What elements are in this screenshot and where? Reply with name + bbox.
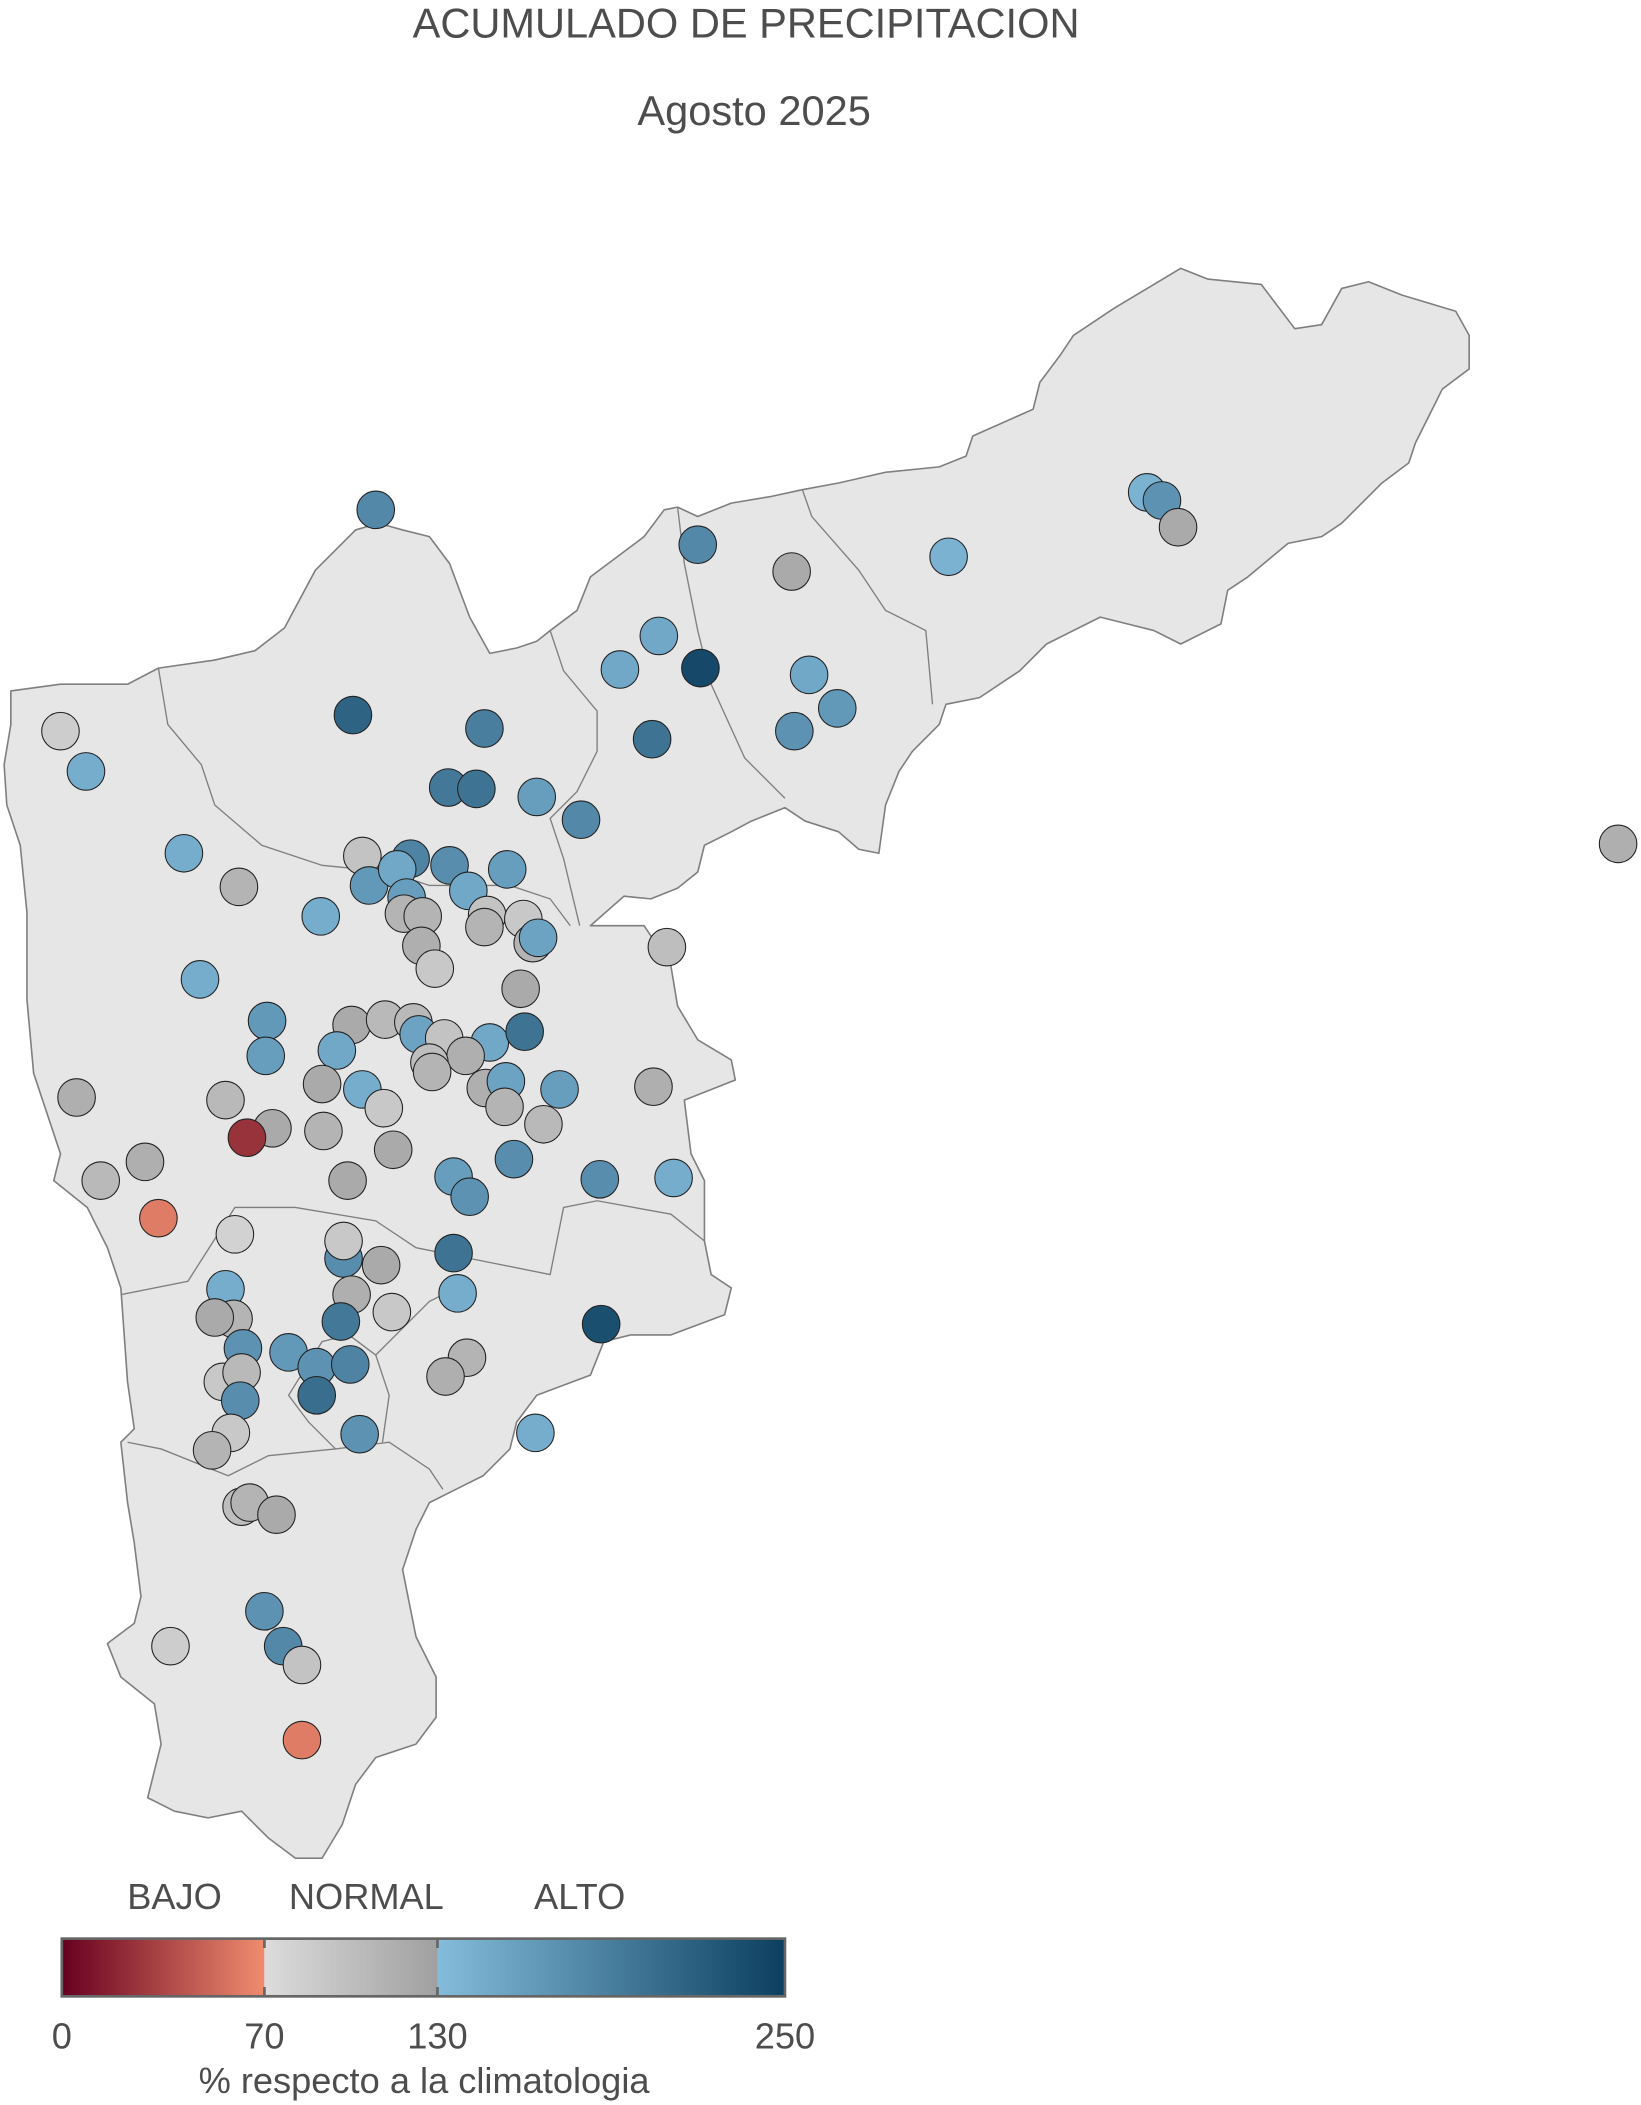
station-marker	[516, 1413, 555, 1453]
station-marker	[180, 960, 220, 999]
colorbar-frame	[60, 1937, 787, 1998]
station-marker	[304, 1111, 343, 1151]
station-marker	[324, 1221, 363, 1261]
colorbar-ticks	[263, 1938, 439, 1997]
station-marker	[817, 689, 857, 728]
station-marker	[681, 648, 720, 688]
station-marker	[524, 1104, 563, 1144]
station-marker	[125, 1142, 165, 1182]
station-marker	[1598, 824, 1638, 864]
station-marker	[245, 1591, 284, 1631]
station-marker	[301, 897, 341, 936]
station-marker	[66, 752, 106, 791]
station-marker	[450, 1177, 489, 1217]
station-marker	[457, 769, 496, 809]
station-marker	[581, 1304, 621, 1344]
map-subtitle: Agosto 2025	[637, 87, 871, 134]
station-marker	[164, 833, 204, 873]
station-marker	[282, 1720, 322, 1760]
station-marker	[139, 1198, 178, 1238]
station-markers	[41, 473, 1638, 1760]
station-marker	[257, 1495, 296, 1535]
colorbar-bajo	[61, 1938, 265, 1997]
station-marker	[678, 525, 718, 565]
station-marker	[1158, 507, 1198, 547]
station-marker	[219, 867, 259, 907]
station-marker	[501, 969, 540, 1009]
station-marker	[518, 918, 558, 958]
station-marker	[465, 709, 504, 748]
legend-category-bajo: BAJO	[127, 1876, 222, 1917]
station-marker	[517, 777, 557, 817]
station-marker	[540, 1070, 579, 1109]
station-marker	[647, 927, 687, 967]
station-marker	[373, 1130, 413, 1170]
region-outline	[3, 267, 1470, 1859]
station-marker	[340, 1414, 379, 1454]
station-marker	[789, 655, 829, 695]
station-marker	[215, 1214, 255, 1254]
station-marker	[580, 1159, 620, 1199]
station-marker	[487, 850, 527, 889]
station-marker	[634, 1067, 673, 1107]
legend-tick-130: 130	[407, 2016, 467, 2057]
map-title: ACUMULADO DE PRECIPITACION	[413, 0, 1080, 47]
legend-tick-0: 0	[52, 2016, 72, 2057]
station-marker	[328, 1161, 367, 1200]
station-marker	[412, 1052, 452, 1092]
station-marker	[600, 650, 640, 689]
legend-category-alto: ALTO	[534, 1876, 625, 1917]
region-map	[3, 267, 1470, 1859]
station-marker	[415, 949, 455, 988]
legend-tick-70: 70	[244, 2016, 284, 2057]
station-marker	[81, 1161, 121, 1200]
station-marker	[195, 1298, 235, 1337]
station-marker	[639, 616, 679, 656]
station-marker	[772, 552, 811, 591]
station-marker	[317, 1031, 357, 1070]
station-marker	[227, 1118, 267, 1158]
legend-category-normal: NORMAL	[289, 1876, 444, 1917]
station-marker	[57, 1078, 96, 1117]
station-marker	[465, 907, 504, 947]
station-marker	[356, 490, 396, 530]
legend-tick-250: 250	[755, 2016, 815, 2057]
station-marker	[426, 1357, 465, 1396]
station-marker	[438, 1274, 477, 1313]
station-marker	[929, 537, 968, 577]
station-marker	[246, 1036, 286, 1076]
station-marker	[364, 1088, 404, 1128]
legend-axis-title: % respecto a la climatologia	[199, 2060, 651, 2101]
station-marker	[247, 1001, 287, 1041]
station-marker	[775, 711, 814, 751]
station-marker	[333, 695, 373, 735]
station-marker	[361, 1245, 401, 1285]
station-marker	[632, 719, 672, 759]
station-marker	[654, 1158, 693, 1198]
station-marker	[561, 800, 601, 840]
station-marker	[297, 1375, 337, 1415]
station-marker	[206, 1080, 245, 1120]
station-marker	[220, 1381, 260, 1420]
legend: BAJO NORMAL ALTO 0 70 130 250 % respecto…	[52, 1876, 815, 2101]
station-marker	[302, 1064, 342, 1104]
station-marker	[505, 1012, 544, 1052]
station-marker	[434, 1233, 473, 1273]
station-marker	[282, 1645, 322, 1685]
station-marker	[372, 1292, 412, 1332]
station-marker	[151, 1626, 190, 1666]
station-marker	[485, 1087, 524, 1127]
colorbar-normal	[264, 1938, 438, 1997]
station-marker	[192, 1430, 232, 1470]
station-marker	[494, 1139, 534, 1179]
station-marker	[446, 1036, 485, 1076]
station-marker	[41, 711, 80, 751]
colorbar-alto	[437, 1938, 785, 1997]
station-marker	[330, 1345, 370, 1384]
station-marker	[321, 1302, 361, 1341]
